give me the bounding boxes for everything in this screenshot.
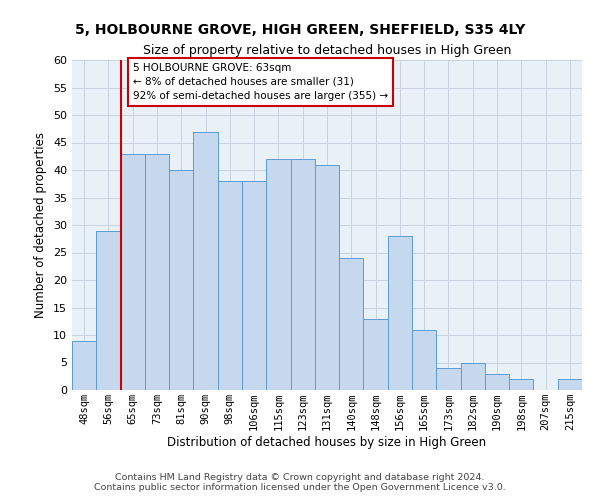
Bar: [339, 258, 364, 390]
Text: Contains public sector information licensed under the Open Government Licence v3: Contains public sector information licen…: [94, 484, 506, 492]
Y-axis label: Number of detached properties: Number of detached properties: [34, 132, 47, 318]
Bar: [509, 379, 533, 390]
Text: 5 HOLBOURNE GROVE: 63sqm
← 8% of detached houses are smaller (31)
92% of semi-de: 5 HOLBOURNE GROVE: 63sqm ← 8% of detache…: [133, 62, 388, 101]
Text: Contains HM Land Registry data © Crown copyright and database right 2024.: Contains HM Land Registry data © Crown c…: [115, 472, 485, 482]
Bar: [558, 379, 582, 390]
Bar: [461, 362, 485, 390]
Bar: [72, 340, 96, 390]
X-axis label: Distribution of detached houses by size in High Green: Distribution of detached houses by size …: [167, 436, 487, 449]
Bar: [96, 230, 121, 390]
Title: Size of property relative to detached houses in High Green: Size of property relative to detached ho…: [143, 44, 511, 58]
Bar: [193, 132, 218, 390]
Bar: [145, 154, 169, 390]
Bar: [290, 159, 315, 390]
Bar: [412, 330, 436, 390]
Bar: [266, 159, 290, 390]
Bar: [218, 181, 242, 390]
Bar: [485, 374, 509, 390]
Bar: [242, 181, 266, 390]
Bar: [436, 368, 461, 390]
Bar: [388, 236, 412, 390]
Bar: [121, 154, 145, 390]
Bar: [315, 164, 339, 390]
Bar: [364, 318, 388, 390]
Bar: [169, 170, 193, 390]
Text: 5, HOLBOURNE GROVE, HIGH GREEN, SHEFFIELD, S35 4LY: 5, HOLBOURNE GROVE, HIGH GREEN, SHEFFIEL…: [75, 22, 525, 36]
